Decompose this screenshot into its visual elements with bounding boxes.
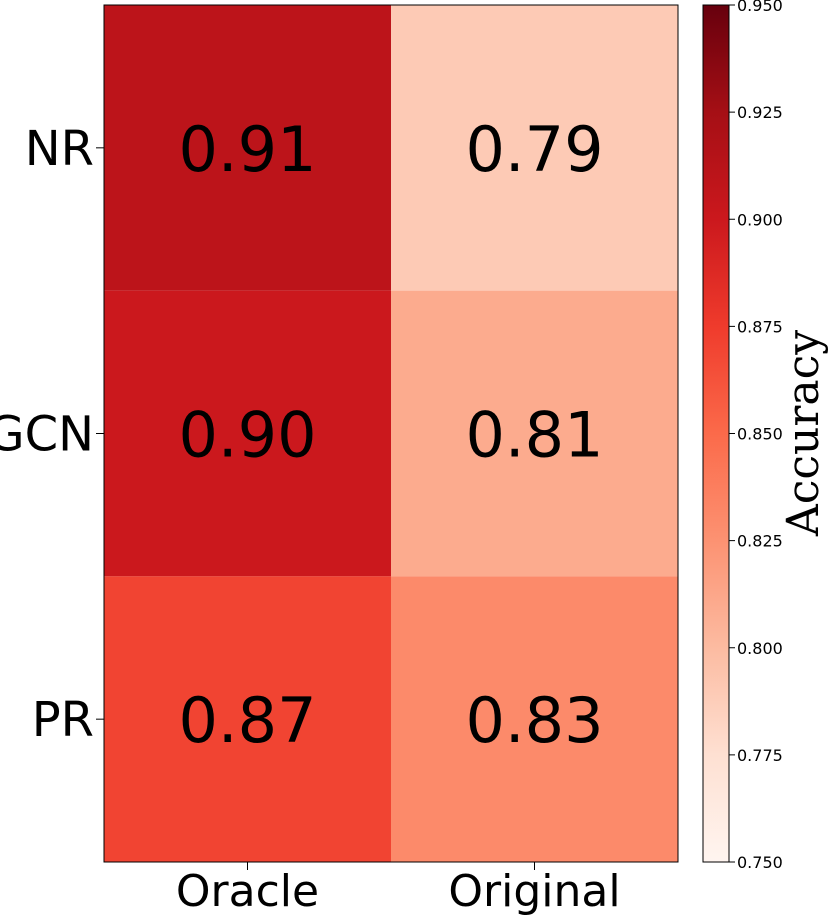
heatmap-cell	[104, 290, 391, 577]
colorbar-tick-label: 0.850	[737, 425, 783, 444]
colorbar-label: Accuracy	[778, 330, 829, 537]
heatmap-cell	[391, 290, 678, 577]
cell-value-label: 0.79	[465, 113, 603, 186]
heatmap-cell-labels: 0.91 0.79 0.90 0.81 0.87 0.83	[178, 113, 603, 757]
cell-value-label: 0.87	[178, 684, 316, 757]
row-tick-label: NR	[25, 121, 94, 177]
cell-value-label: 0.90	[178, 399, 316, 472]
heatmap-cell	[104, 576, 391, 862]
row-axis: NR GCN PR	[0, 121, 104, 748]
colorbar-tick-label: 0.925	[737, 103, 783, 122]
row-tick-label: PR	[32, 692, 94, 748]
cell-value-label: 0.91	[178, 113, 316, 186]
column-tick-label: Original	[448, 866, 620, 915]
heatmap-cell	[104, 5, 391, 291]
colorbar-tick-label: 0.950	[737, 0, 783, 15]
heatmap-cell	[391, 576, 678, 862]
heatmap-cells	[104, 5, 678, 862]
colorbar	[702, 4, 730, 863]
colorbar-tick-label: 0.800	[737, 639, 783, 658]
column-tick-label: Oracle	[176, 866, 319, 915]
colorbar-tick-label: 0.875	[737, 317, 783, 336]
colorbar-axis: 0.750 0.775 0.800 0.825 0.850 0.875 0.900 0.925…	[729, 0, 783, 872]
colorbar-tick-label: 0.825	[737, 532, 783, 551]
column-axis: Oracle Original	[176, 862, 621, 915]
colorbar-tick-label: 0.775	[737, 746, 783, 765]
colorbar-tick-label: 0.900	[737, 210, 783, 229]
heatmap-cell	[391, 5, 678, 291]
row-tick-label: GCN	[0, 407, 94, 463]
cell-value-label: 0.81	[465, 399, 603, 472]
colorbar-tick-label: 0.750	[737, 853, 783, 872]
cell-value-label: 0.83	[465, 684, 603, 757]
